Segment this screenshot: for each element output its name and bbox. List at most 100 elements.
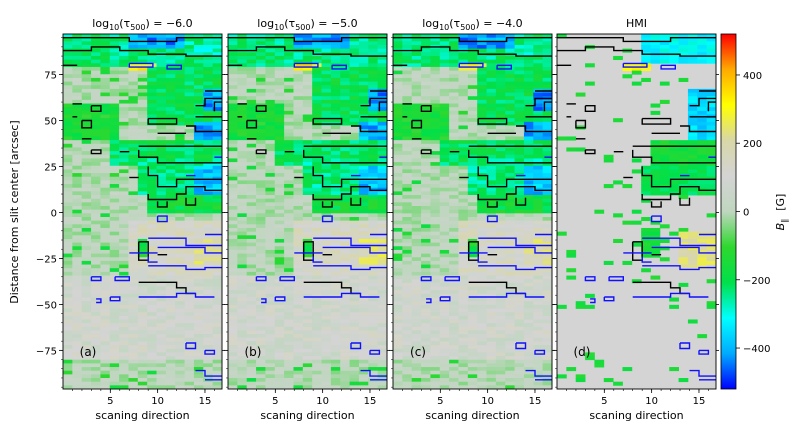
heatmap-cell xyxy=(358,77,369,82)
heatmap-cell xyxy=(312,55,322,61)
heatmap-cell xyxy=(514,48,525,53)
heatmap-cell xyxy=(505,169,515,174)
heatmap-cell xyxy=(128,319,139,324)
heatmap-cell xyxy=(358,187,369,192)
heatmap-cell xyxy=(393,323,403,328)
heatmap-cell xyxy=(340,158,350,163)
heatmap-cell xyxy=(228,301,238,306)
heatmap-cell xyxy=(128,363,139,368)
heatmap-cell xyxy=(91,140,101,145)
heatmap-cell xyxy=(505,198,515,203)
heatmap-cell xyxy=(439,154,450,159)
heatmap-cell xyxy=(458,271,469,276)
heatmap-cell xyxy=(203,66,214,71)
heatmap-cell xyxy=(505,88,515,93)
heatmap-cell xyxy=(128,352,139,357)
heatmap-cell xyxy=(193,66,204,71)
heatmap-cell xyxy=(368,169,379,174)
heatmap-cell xyxy=(128,260,139,265)
heatmap-cell xyxy=(137,176,148,181)
heatmap-cell xyxy=(402,235,413,240)
heatmap-cell xyxy=(523,227,534,233)
heatmap-cell xyxy=(349,315,360,320)
heatmap-cell xyxy=(228,59,238,64)
heatmap-cell xyxy=(256,184,266,189)
heatmap-cell xyxy=(293,334,304,339)
heatmap-cell xyxy=(393,213,403,218)
heatmap-cell xyxy=(411,162,422,167)
heatmap-cell xyxy=(274,99,285,104)
heatmap-cell xyxy=(358,363,369,368)
heatmap-cell xyxy=(293,41,304,46)
heatmap-cell xyxy=(312,227,322,233)
heatmap-cell xyxy=(128,246,139,251)
heatmap-cell xyxy=(430,70,441,75)
heatmap-cell xyxy=(100,220,111,225)
heatmap-cell xyxy=(402,359,413,364)
heatmap-cell xyxy=(193,85,204,90)
heatmap-cell xyxy=(147,220,157,225)
heatmap-cell xyxy=(514,370,525,375)
heatmap-cell xyxy=(237,129,248,134)
heatmap-cell xyxy=(393,74,403,79)
heatmap-cell xyxy=(377,385,388,390)
heatmap-cell xyxy=(486,132,497,137)
heatmap-cell xyxy=(156,381,167,386)
heatmap-cell xyxy=(330,359,341,364)
y-tick-label: −50 xyxy=(36,300,57,311)
heatmap-cell xyxy=(467,198,478,203)
heatmap-cell xyxy=(330,363,341,368)
heatmap-cell xyxy=(321,249,332,254)
heatmap-cell xyxy=(228,165,238,170)
heatmap-cell xyxy=(421,315,431,320)
heatmap-cell xyxy=(128,216,139,222)
heatmap-cell xyxy=(72,282,83,287)
heatmap-cell xyxy=(402,385,413,390)
heatmap-cell xyxy=(81,378,92,383)
heatmap-cell xyxy=(330,103,341,108)
heatmap-cell xyxy=(377,184,388,189)
heatmap-cell xyxy=(265,88,276,93)
heatmap-cell xyxy=(246,169,257,174)
heatmap-cell xyxy=(402,70,413,75)
heatmap-cell xyxy=(184,304,195,309)
heatmap-cell xyxy=(81,367,92,372)
heatmap-cell xyxy=(393,125,403,130)
heatmap-cell xyxy=(321,271,332,276)
heatmap-cell xyxy=(458,158,469,163)
heatmap-cell xyxy=(193,293,204,298)
heatmap-cell xyxy=(128,88,139,93)
heatmap-cell xyxy=(358,220,369,225)
heatmap-cell xyxy=(284,378,294,383)
heatmap-cell xyxy=(312,381,322,386)
heatmap-cell xyxy=(193,341,204,346)
heatmap-cell xyxy=(477,363,487,368)
heatmap-cell xyxy=(203,312,214,317)
heatmap-cell xyxy=(119,220,129,225)
heatmap-cell xyxy=(321,301,332,306)
y-tick-label: 0 xyxy=(51,208,57,219)
heatmap-cell xyxy=(137,96,148,101)
y-tick-label: 50 xyxy=(44,116,57,127)
panel-title-part: ) = −6.0 xyxy=(145,17,192,30)
heatmap-cell xyxy=(312,238,322,244)
heatmap-cell xyxy=(284,374,294,379)
heatmap-cell xyxy=(109,304,120,309)
heatmap-cell xyxy=(411,184,422,189)
heatmap-cell xyxy=(486,198,497,203)
heatmap-cell xyxy=(402,99,413,104)
heatmap-cell xyxy=(358,59,369,64)
heatmap-cell xyxy=(467,315,478,320)
heatmap-cell xyxy=(439,96,450,101)
heatmap-cell xyxy=(237,121,248,126)
heatmap-cell xyxy=(63,187,73,192)
heatmap-cell xyxy=(505,301,515,306)
heatmap-cell xyxy=(193,367,204,372)
heatmap-cell xyxy=(523,260,534,265)
heatmap-cell xyxy=(358,74,369,79)
heatmap-cell xyxy=(284,198,294,203)
heatmap-cell xyxy=(439,220,450,225)
heatmap-cell xyxy=(265,290,276,295)
heatmap-cell xyxy=(63,209,73,214)
heatmap-cell xyxy=(458,216,469,222)
